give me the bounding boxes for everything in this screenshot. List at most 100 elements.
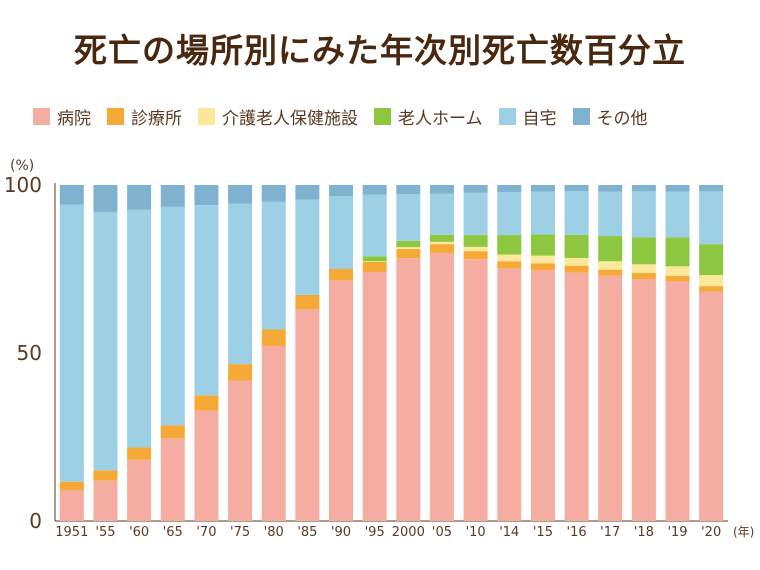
bar-segment — [564, 265, 589, 273]
bar-segment — [564, 272, 589, 521]
x-tick-label: '90 — [331, 525, 351, 540]
bar-segment — [295, 294, 320, 310]
bar-segment — [228, 364, 253, 381]
bar-segment — [598, 275, 623, 521]
legend-swatch — [198, 107, 215, 125]
bar-segment — [160, 206, 185, 426]
bar-segment — [127, 185, 152, 210]
y-tick-label: 0 — [29, 509, 42, 533]
bar-segment — [261, 345, 286, 521]
legend-swatch — [572, 107, 590, 125]
bar-segment — [631, 191, 656, 238]
bar-segment — [362, 185, 387, 195]
x-tick-label: '15 — [533, 525, 553, 540]
bar-segment — [497, 235, 522, 255]
legend-label: 老人ホーム — [398, 108, 483, 129]
bar-segment — [429, 185, 454, 194]
bar-segment — [93, 211, 118, 471]
bar-segment — [530, 255, 555, 264]
legend-swatch — [107, 107, 124, 125]
bar-segment — [665, 275, 690, 282]
bar-segment — [362, 261, 387, 273]
bar-segment — [59, 185, 84, 205]
x-tick-label: '05 — [432, 525, 452, 540]
bar-segment — [665, 191, 690, 238]
x-tick-label: '20 — [701, 525, 721, 540]
bar-segment — [194, 185, 219, 206]
bar-segment — [160, 425, 185, 439]
bar-segment — [160, 438, 185, 521]
bar-segment — [329, 280, 354, 521]
bar-segment — [463, 259, 488, 521]
bar-segment — [194, 410, 219, 521]
bar-segment — [228, 203, 253, 365]
legend-swatch — [374, 107, 391, 125]
bar-segment — [295, 199, 320, 295]
legend-label: 自宅 — [522, 108, 557, 129]
bar-segment — [329, 185, 354, 197]
x-tick-label: '70 — [196, 525, 216, 540]
x-tick-label: '19 — [667, 525, 687, 540]
bar-segment — [429, 234, 454, 242]
bar-segment — [429, 241, 454, 245]
x-tick-label: '80 — [264, 525, 284, 540]
bar-segment — [261, 329, 286, 346]
bar-segment — [598, 185, 623, 192]
legend-label: 介護老人保健施設 — [222, 108, 358, 129]
bar-segment — [362, 194, 387, 257]
bar-segment — [59, 481, 84, 491]
bar-segment — [665, 281, 690, 521]
bar-segment — [396, 185, 421, 195]
y-axis-label: (%) — [10, 158, 34, 174]
bar-segment — [699, 244, 724, 276]
x-tick-label: 2000 — [392, 525, 425, 540]
bar-segment — [631, 279, 656, 521]
bar-segment — [631, 273, 656, 280]
chart-title: 死亡の場所別にみた年次別死亡数百分立 — [74, 31, 686, 70]
bar-segment — [530, 191, 555, 235]
bar-segment — [127, 459, 152, 521]
bar-segment — [228, 185, 253, 204]
bar-segment — [598, 269, 623, 276]
bar-segment — [93, 185, 118, 212]
legend-item: 診療所 — [107, 104, 182, 129]
x-tick-label: '18 — [634, 525, 654, 540]
legend-label: 診療所 — [131, 108, 182, 129]
bar-segment — [530, 263, 555, 271]
bar-segment — [497, 254, 522, 262]
x-tick-label: '16 — [567, 525, 587, 540]
legend: 病院 診療所 介護老人保健施設 老人ホーム 自宅 その他 — [33, 103, 664, 129]
bar-segment — [530, 234, 555, 256]
bar-segment — [463, 192, 488, 236]
x-tick-label: '60 — [129, 525, 149, 540]
bar-segment — [564, 185, 589, 192]
bar-segment — [497, 268, 522, 521]
legend-item: その他 — [572, 104, 648, 129]
bar-segment — [598, 236, 623, 262]
legend-label: 病院 — [57, 108, 91, 129]
bar-segment — [530, 270, 555, 521]
bar-segment — [127, 447, 152, 460]
bar-segment — [59, 490, 84, 521]
bar-segment — [396, 240, 421, 248]
bar-segment — [362, 261, 387, 262]
bar-segment — [429, 193, 454, 235]
bar-segment — [497, 185, 522, 193]
bar-segment — [93, 480, 118, 521]
legend-item: 介護老人保健施設 — [198, 104, 358, 129]
x-axis-label: (年) — [733, 525, 754, 539]
legend-label: その他 — [596, 108, 648, 129]
bar-segment — [699, 185, 724, 192]
bar-segment — [194, 205, 219, 396]
bar-segment — [463, 235, 488, 247]
x-tick-label: '95 — [365, 525, 385, 540]
bar-segment — [665, 185, 690, 192]
x-tick-label: '75 — [230, 525, 250, 540]
bar-segment — [699, 275, 724, 287]
bar-segment — [362, 272, 387, 521]
x-tick-label: 1951 — [55, 525, 88, 540]
bar-segment — [362, 256, 387, 262]
legend-swatch — [33, 107, 50, 125]
x-tick-label: '55 — [95, 525, 115, 540]
bar-segment — [396, 247, 421, 249]
